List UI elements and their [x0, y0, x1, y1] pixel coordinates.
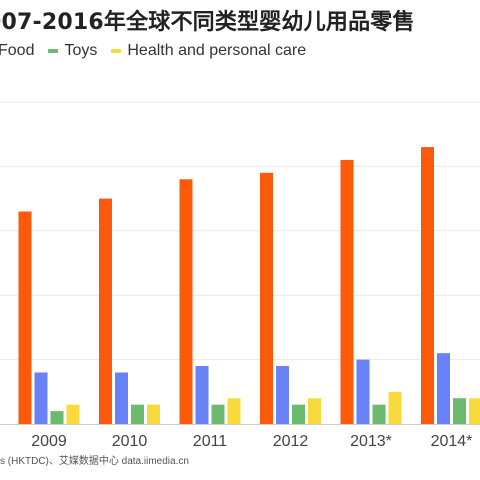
bar-blue	[276, 366, 289, 424]
bar-blue	[115, 372, 128, 424]
bar-toys	[453, 398, 466, 424]
bar-food	[260, 172, 273, 424]
bar-health	[308, 398, 321, 424]
legend-swatch-health	[111, 49, 122, 53]
bar-health	[66, 404, 80, 424]
bar-blue	[437, 353, 450, 424]
chart-title: 007-2016年全球不同类型婴幼儿用品零售	[0, 10, 415, 35]
bar-toys	[292, 404, 305, 424]
source-note: s (HKTDC)、艾媒数据中心 data.iimedia.cn	[0, 456, 189, 467]
legend-item-health: Health and personal care	[111, 42, 306, 60]
bar-health	[227, 398, 241, 424]
legend-swatch-toys	[48, 49, 59, 53]
legend-label-health: Health and personal care	[127, 42, 307, 59]
bar-food	[421, 147, 434, 424]
legend-item-food: Food	[0, 42, 34, 60]
legend-label-toys: Toys	[64, 42, 98, 59]
bar-toys	[372, 404, 386, 424]
legend-item-toys: Toys	[48, 42, 97, 60]
legend-label-food: Food	[0, 42, 35, 59]
bar-food	[340, 159, 354, 424]
bar-blue	[34, 372, 48, 424]
bar-health	[469, 398, 480, 424]
x-tick-label: 2014*	[431, 433, 473, 450]
bar-health	[147, 404, 160, 424]
bar-blue	[195, 366, 209, 424]
x-tick-label: 2011	[193, 433, 228, 450]
x-tick-label: 2009	[31, 433, 67, 450]
bar-toys	[131, 404, 144, 424]
bar-health	[388, 391, 402, 424]
bar-blue	[356, 359, 370, 424]
bar-toys	[211, 404, 225, 424]
bar-food	[18, 211, 32, 424]
bar-food	[99, 198, 112, 424]
bar-food	[179, 179, 193, 424]
bar-toys	[50, 411, 64, 424]
chart-legend: Food Toys Health and personal care	[0, 42, 320, 60]
x-tick-label: 2013*	[350, 433, 392, 450]
x-tick-label: 2012	[273, 433, 309, 450]
x-tick-label: 2010	[112, 433, 148, 450]
